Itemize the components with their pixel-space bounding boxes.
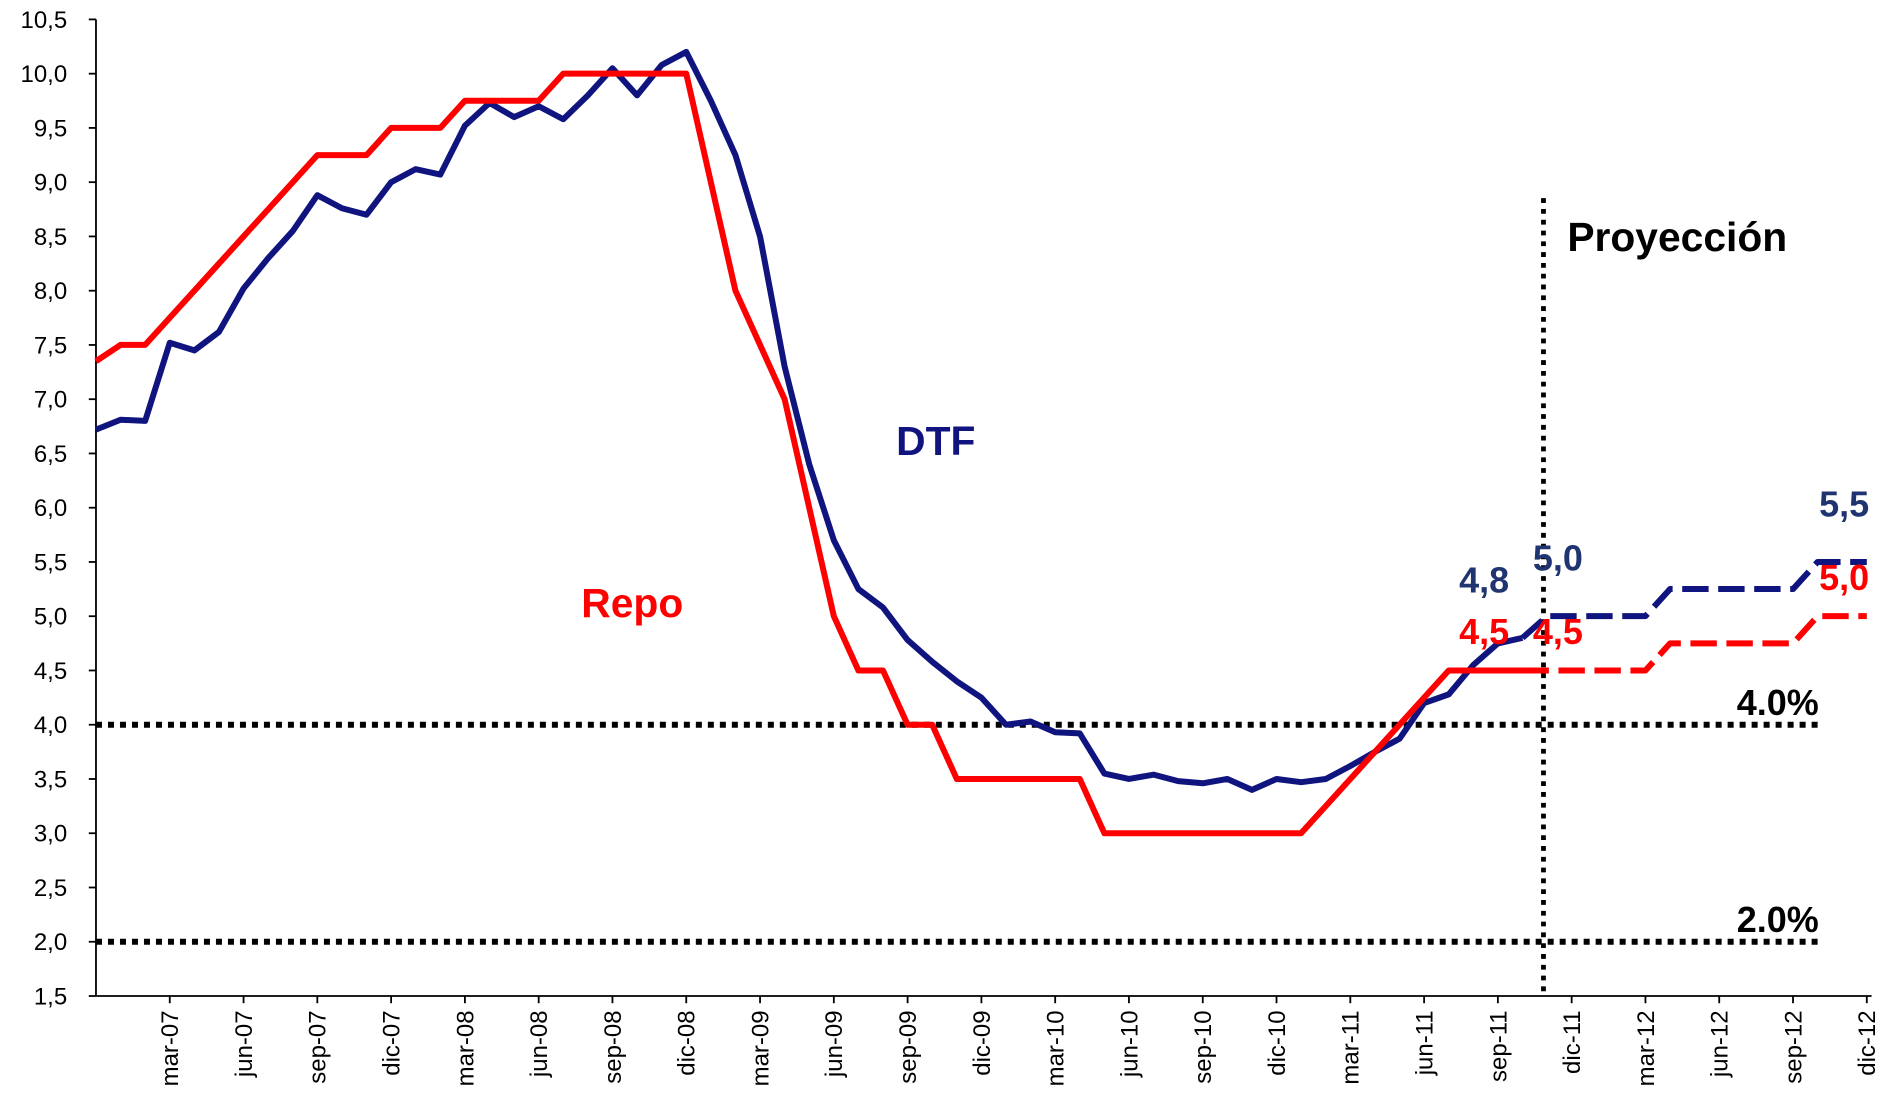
x-tick-label: dic-09 — [969, 1010, 996, 1075]
x-tick-label: sep-08 — [600, 1010, 627, 1083]
data-label: 4,8 — [1459, 559, 1509, 600]
y-tick-label: 8,0 — [34, 278, 67, 305]
data-label: 5,0 — [1819, 557, 1869, 598]
x-tick-label: dic-07 — [379, 1010, 406, 1075]
x-tick-label: sep-11 — [1485, 1010, 1512, 1082]
series-line — [94, 70, 1523, 837]
y-tick-label: 9,0 — [34, 170, 67, 197]
y-tick-label: 5,0 — [34, 604, 67, 631]
y-tick-label: 4,0 — [34, 712, 67, 739]
data-label: 5,0 — [1533, 538, 1583, 579]
y-tick-label: 9,5 — [34, 115, 67, 142]
series-line — [1522, 613, 1867, 674]
x-tick-label: dic-11 — [1559, 1010, 1586, 1074]
x-tick-label: dic-10 — [1264, 1010, 1291, 1075]
x-tick-label: mar-10 — [1043, 1010, 1070, 1086]
x-tick-label: jun-11 — [1411, 1010, 1438, 1076]
series-line — [1520, 558, 1867, 641]
projection-label: Proyección — [1567, 214, 1787, 260]
x-tick-label: sep-07 — [305, 1010, 332, 1083]
repo-label: Repo — [581, 580, 683, 626]
y-tick-label: 10,5 — [20, 7, 67, 34]
y-tick-label: 2,0 — [34, 929, 67, 956]
reference-label: 4.0% — [1737, 682, 1819, 723]
y-tick-label: 3,5 — [34, 766, 67, 793]
y-tick-label: 7,5 — [34, 332, 67, 359]
x-tick-label: dic-12 — [1854, 1010, 1880, 1075]
y-tick-label: 2,5 — [34, 875, 67, 902]
y-tick-label: 1,5 — [34, 983, 67, 1010]
series-line — [94, 48, 1524, 793]
x-tick-label: sep-10 — [1190, 1010, 1217, 1083]
y-tick-label: 5,5 — [34, 549, 67, 576]
x-tick-label: sep-09 — [895, 1010, 922, 1083]
x-tick-label: jun-09 — [821, 1010, 848, 1078]
x-tick-label: mar-09 — [747, 1010, 774, 1086]
x-tick-label: sep-12 — [1780, 1010, 1807, 1083]
x-tick-label: mar-07 — [157, 1010, 184, 1086]
y-tick-label: 8,5 — [34, 224, 67, 251]
y-tick-label: 3,0 — [34, 821, 67, 848]
x-tick-label: jun-12 — [1707, 1010, 1734, 1078]
x-tick-label: jun-07 — [231, 1010, 258, 1078]
x-tick-label: mar-11 — [1338, 1010, 1365, 1084]
x-tick-label: jun-10 — [1116, 1010, 1143, 1078]
data-label: 5,5 — [1819, 483, 1869, 524]
x-tick-label: mar-08 — [452, 1010, 479, 1086]
y-tick-label: 6,0 — [34, 495, 67, 522]
x-tick-label: mar-12 — [1633, 1010, 1660, 1086]
y-tick-label: 6,5 — [34, 441, 67, 468]
reference-label: 2.0% — [1737, 899, 1819, 940]
y-tick-label: 10,0 — [20, 61, 67, 88]
dtf-label: DTF — [896, 418, 975, 464]
y-tick-label: 4,5 — [34, 658, 67, 685]
data-label: 4,5 — [1533, 611, 1583, 652]
data-label: 4,5 — [1459, 611, 1509, 652]
x-tick-label: dic-08 — [674, 1010, 701, 1075]
x-tick-label: jun-08 — [526, 1010, 553, 1078]
y-tick-label: 7,0 — [34, 387, 67, 414]
